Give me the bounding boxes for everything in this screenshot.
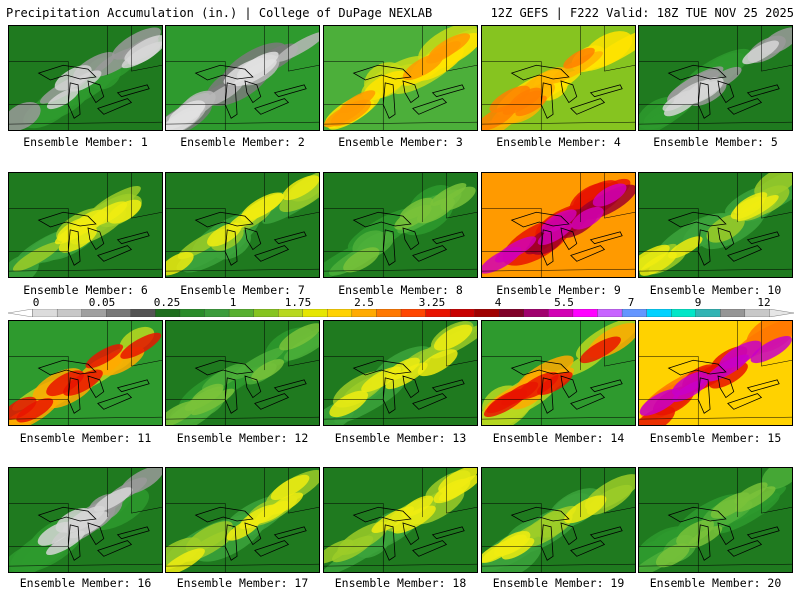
- ensemble-member-label: Ensemble Member: 5: [653, 135, 778, 149]
- ensemble-map-panel: [323, 320, 478, 426]
- ensemble-map-panel: [323, 467, 478, 573]
- colorbar-swatch: [228, 309, 255, 317]
- ensemble-member-label: Ensemble Member: 12: [176, 431, 309, 445]
- ensemble-map-panel: [638, 25, 793, 131]
- colorbar-swatch: [671, 309, 697, 317]
- ensemble-map-panel: [8, 320, 163, 426]
- colorbar-swatch: [179, 309, 206, 317]
- colorbar-swatch: [130, 309, 157, 317]
- ensemble-member-label: Ensemble Member: 13: [334, 431, 467, 445]
- colorbar-tick-label: 4: [494, 296, 502, 309]
- colorbar-tick-label: 7: [627, 296, 635, 309]
- colorbar-swatch: [400, 309, 427, 317]
- colorbar-tick-label: 1.75: [284, 296, 312, 309]
- colorbar-swatch: [327, 309, 353, 317]
- colorbar-swatch: [744, 309, 771, 317]
- ensemble-member-label: Ensemble Member: 20: [649, 576, 782, 590]
- colorbar-swatch: [548, 309, 574, 317]
- ensemble-map-panel: [8, 25, 163, 131]
- ensemble-map-panel: [638, 467, 793, 573]
- colorbar: [8, 309, 794, 317]
- ensemble-member-label: Ensemble Member: 16: [19, 576, 152, 590]
- ensemble-map-panel: [8, 172, 163, 278]
- colorbar-tick-label: 0.05: [88, 296, 116, 309]
- colorbar-swatch: [474, 309, 500, 317]
- ensemble-member-label: Ensemble Member: 4: [496, 135, 621, 149]
- colorbar-swatch: [253, 309, 279, 317]
- ensemble-map-panel: [323, 25, 478, 131]
- title-right: 12Z GEFS | F222 Valid: 18Z TUE NOV 25 20…: [490, 6, 794, 20]
- ensemble-map-panel: [481, 25, 636, 131]
- ensemble-member-label: Ensemble Member: 6: [23, 283, 148, 297]
- colorbar-tick-label: 5.5: [554, 296, 574, 309]
- colorbar-swatch: [769, 309, 794, 317]
- ensemble-member-label: Ensemble Member: 9: [496, 283, 621, 297]
- colorbar-tick-label: 0.25: [153, 296, 181, 309]
- colorbar-swatch: [204, 309, 230, 317]
- ensemble-map-panel: [481, 467, 636, 573]
- ensemble-map-panel: [481, 172, 636, 278]
- ensemble-member-label: Ensemble Member: 18: [334, 576, 467, 590]
- colorbar-swatch: [425, 309, 451, 317]
- colorbar-tick-label: 9: [694, 296, 702, 309]
- colorbar-swatch: [720, 309, 746, 317]
- colorbar-swatch: [376, 309, 402, 317]
- ensemble-member-label: Ensemble Member: 1: [23, 135, 148, 149]
- ensemble-map-panel: [165, 25, 320, 131]
- colorbar-swatch: [523, 309, 550, 317]
- ensemble-member-label: Ensemble Member: 8: [338, 283, 463, 297]
- colorbar-swatch: [8, 309, 33, 317]
- colorbar-tick-label: 0: [32, 296, 40, 309]
- ensemble-member-label: Ensemble Member: 3: [338, 135, 463, 149]
- ensemble-member-label: Ensemble Member: 7: [180, 283, 305, 297]
- colorbar-tick-label: 12: [757, 296, 771, 309]
- colorbar-tick-label: 3.25: [418, 296, 446, 309]
- ensemble-member-label: Ensemble Member: 14: [492, 431, 625, 445]
- colorbar-swatch: [106, 309, 132, 317]
- ensemble-map-panel: [481, 320, 636, 426]
- colorbar-swatch: [155, 309, 181, 317]
- ensemble-member-label: Ensemble Member: 10: [649, 283, 782, 297]
- ensemble-map-panel: [323, 172, 478, 278]
- colorbar-swatch: [597, 309, 623, 317]
- colorbar-swatch: [646, 309, 672, 317]
- ensemble-map-panel: [165, 172, 320, 278]
- colorbar-tick-label: 2.5: [354, 296, 374, 309]
- colorbar-swatch: [56, 309, 83, 317]
- colorbar-tick-label: 1: [229, 296, 237, 309]
- colorbar-swatch: [695, 309, 721, 317]
- colorbar-swatch: [621, 309, 648, 317]
- colorbar-swatch: [81, 309, 107, 317]
- ensemble-map-panel: [165, 467, 320, 573]
- colorbar-swatch: [278, 309, 304, 317]
- ensemble-map-panel: [8, 467, 163, 573]
- colorbar-swatch: [499, 309, 525, 317]
- ensemble-member-label: Ensemble Member: 15: [649, 431, 782, 445]
- ensemble-member-label: Ensemble Member: 19: [492, 576, 625, 590]
- ensemble-member-label: Ensemble Member: 11: [19, 431, 152, 445]
- ensemble-map-panel: [638, 320, 793, 426]
- ensemble-map-panel: [638, 172, 793, 278]
- ensemble-member-label: Ensemble Member: 2: [180, 135, 305, 149]
- colorbar-swatch: [572, 309, 599, 317]
- colorbar-swatch: [449, 309, 476, 317]
- colorbar-swatch: [32, 309, 58, 317]
- ensemble-member-label: Ensemble Member: 17: [176, 576, 309, 590]
- colorbar-swatch: [302, 309, 328, 317]
- colorbar-swatch: [351, 309, 378, 317]
- ensemble-map-panel: [165, 320, 320, 426]
- title-left: Precipitation Accumulation (in.) | Colle…: [6, 6, 433, 20]
